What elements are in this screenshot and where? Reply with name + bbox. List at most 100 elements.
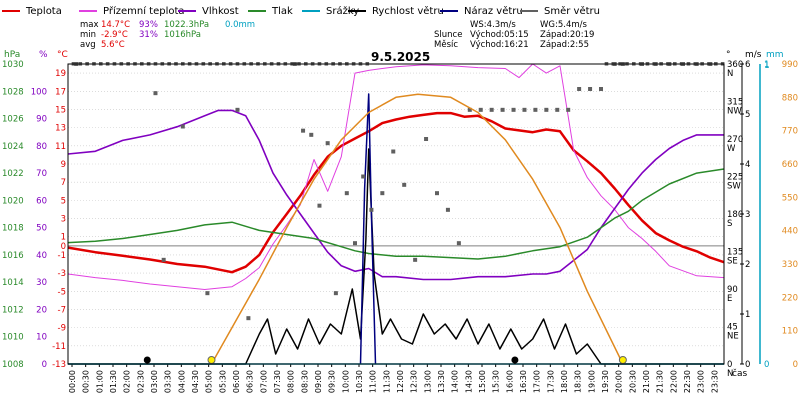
x-tick-label: 16:30 bbox=[519, 370, 528, 393]
x-tick-label: 20:00 bbox=[615, 370, 624, 393]
series-naraz-vetru bbox=[359, 93, 377, 365]
wind-speed-info: WS:4.3m/s bbox=[470, 20, 516, 30]
wind-tick-label: 0 bbox=[745, 360, 750, 370]
x-tick-label: 00:00 bbox=[68, 370, 77, 393]
compass-label: N bbox=[727, 369, 733, 379]
left-axes: 1008101010121014101610181020102210241026… bbox=[2, 60, 66, 370]
wind-direction-point bbox=[402, 182, 407, 187]
x-tick-label: 06:30 bbox=[246, 370, 255, 393]
wind-tick-label: 6 bbox=[745, 60, 750, 70]
x-tick-label: 02:30 bbox=[136, 370, 145, 393]
axis-header-mm-max: 1 bbox=[764, 61, 770, 71]
x-tick-label: 11:30 bbox=[382, 370, 391, 393]
pressure-tick-label: 1016 bbox=[2, 251, 24, 261]
wind-direction-point bbox=[435, 191, 439, 196]
x-tick-label: 15:30 bbox=[492, 370, 501, 393]
compass-label: SE bbox=[727, 257, 738, 267]
sunrise-marker bbox=[207, 356, 216, 364]
x-tick-label: 10:00 bbox=[341, 370, 350, 393]
rain-tick-label: 1 bbox=[764, 60, 769, 70]
x-tick-label: 02:00 bbox=[123, 370, 132, 393]
legend-label-smer-vetru: Směr větru bbox=[544, 5, 600, 17]
axis-header-hpa: hPa bbox=[4, 50, 20, 60]
temperature-tick-label: 19 bbox=[55, 69, 66, 79]
wind-direction-point bbox=[522, 107, 527, 112]
wind-tick-label: 5 bbox=[745, 110, 750, 120]
pressure-tick-label: 1020 bbox=[2, 196, 24, 206]
sun-label: Slunce bbox=[434, 30, 462, 40]
pressure-tick-label: 1014 bbox=[2, 278, 24, 288]
wind-direction-point bbox=[180, 124, 185, 129]
solar-tick-label: 770 bbox=[782, 127, 798, 137]
x-tick-label: 23:00 bbox=[697, 370, 706, 393]
wind-direction-point bbox=[153, 91, 158, 96]
temperature-tick-label: -1 bbox=[58, 251, 66, 261]
x-tick-label: 03:00 bbox=[150, 370, 159, 393]
temperature-tick-label: 0 bbox=[61, 242, 66, 252]
solar-tick-label: 330 bbox=[782, 260, 798, 270]
wind-direction-point bbox=[353, 241, 357, 246]
x-tick-label: 21:00 bbox=[642, 370, 651, 393]
solar-tick-label: 990 bbox=[782, 60, 798, 70]
moon-label: Měsíc bbox=[434, 40, 458, 50]
x-tick-label: 12:00 bbox=[396, 370, 405, 393]
stats-min-hum: 31% bbox=[139, 30, 158, 40]
x-tick-label: 10:30 bbox=[355, 370, 364, 393]
wind-direction-point bbox=[380, 191, 385, 196]
sun-set: Západ:20:19 bbox=[540, 30, 594, 40]
solar-tick-label: 440 bbox=[782, 227, 798, 237]
compass-label: NW bbox=[727, 107, 742, 117]
wind-direction-point bbox=[361, 174, 366, 179]
humidity-tick-label: 50 bbox=[36, 224, 47, 234]
wind-direction-point bbox=[205, 291, 210, 296]
x-tick-label: 18:30 bbox=[574, 370, 583, 393]
time-axis-label: čas bbox=[732, 368, 747, 379]
humidity-tick-label: 40 bbox=[36, 251, 47, 261]
pressure-tick-label: 1026 bbox=[2, 115, 24, 125]
pressure-tick-label: 1018 bbox=[2, 224, 24, 234]
stats-min-press: 1016hPa bbox=[164, 30, 201, 40]
wind-direction-point bbox=[533, 107, 538, 112]
series-rychlost-vetru bbox=[68, 148, 724, 365]
legend-label-teplota: Teplota bbox=[25, 6, 62, 17]
temperature-tick-label: 11 bbox=[55, 142, 66, 152]
solar-tick-label: 880 bbox=[782, 93, 798, 103]
temperature-tick-label: -7 bbox=[58, 305, 66, 315]
right-axes: 04590135180225270315360NNEESESSWWNWN0123… bbox=[727, 60, 798, 379]
wind-direction-point bbox=[588, 87, 593, 91]
temperature-tick-label: -11 bbox=[52, 342, 66, 352]
wind-direction-point bbox=[391, 149, 396, 154]
sun-rise: Východ:05:15 bbox=[470, 30, 529, 40]
wind-direction-point bbox=[325, 141, 330, 146]
pressure-tick-label: 1024 bbox=[2, 142, 24, 152]
direction-tick-label: 315 bbox=[727, 98, 743, 108]
stats-max-label: max bbox=[80, 20, 99, 30]
temperature-tick-label: -5 bbox=[58, 287, 66, 297]
plot-frame bbox=[67, 63, 725, 365]
wind-tick-label: 2 bbox=[745, 260, 750, 270]
wind-direction-point bbox=[544, 107, 549, 112]
wind-direction-point bbox=[566, 107, 571, 112]
wind-direction-point bbox=[344, 191, 349, 196]
pressure-tick-label: 1010 bbox=[2, 333, 24, 343]
pressure-tick-label: 1028 bbox=[2, 87, 24, 97]
series-layer bbox=[67, 62, 725, 365]
compass-label: S bbox=[727, 219, 732, 229]
x-tick-label: 22:30 bbox=[683, 370, 692, 393]
stats-min-label: min bbox=[80, 30, 96, 40]
axis-header-pct: % bbox=[39, 50, 48, 60]
solar-tick-label: 110 bbox=[782, 327, 798, 337]
x-tick-label: 22:00 bbox=[669, 370, 678, 393]
x-tick-label: 21:30 bbox=[656, 370, 665, 393]
solar-tick-label: 660 bbox=[782, 160, 798, 170]
wind-direction-point bbox=[235, 107, 240, 112]
legend-label-vlhkost: Vlhkost bbox=[202, 6, 239, 17]
sunset-marker bbox=[618, 356, 627, 364]
axis-header-deg: ° bbox=[726, 50, 731, 60]
x-axis: 00:00 00:30 01:00 01:30 02:00 02:30 03:00 03:30… bbox=[68, 364, 719, 393]
temperature-tick-label: 13 bbox=[55, 124, 66, 134]
direction-tick-label: 360 bbox=[727, 60, 743, 70]
wind-direction-point bbox=[424, 137, 429, 141]
x-tick-label: 13:00 bbox=[423, 370, 432, 393]
x-tick-label: 19:30 bbox=[601, 370, 610, 393]
